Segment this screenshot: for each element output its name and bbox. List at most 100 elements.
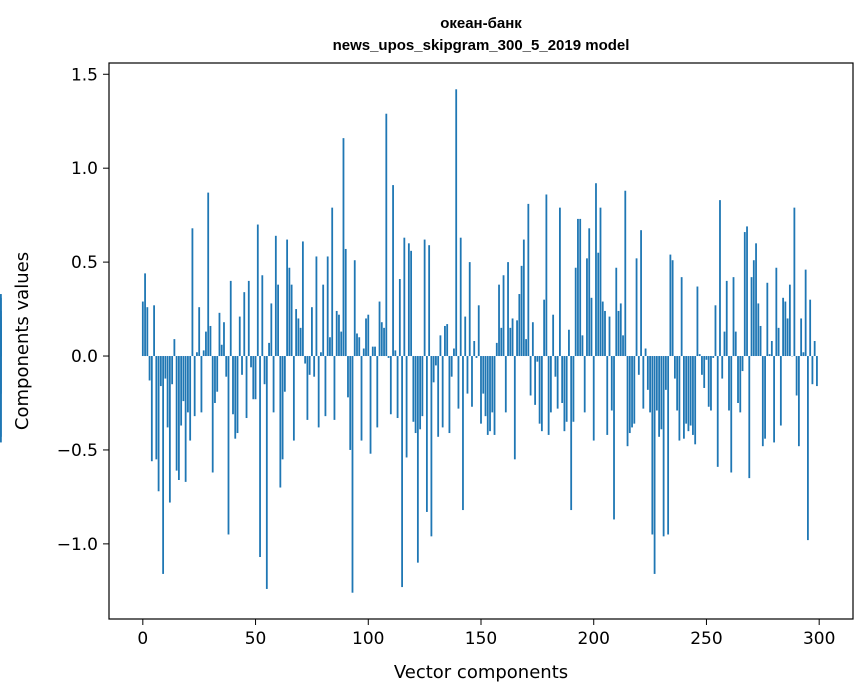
bar	[685, 356, 688, 424]
bar	[177, 356, 180, 480]
bar	[283, 356, 286, 392]
bar	[540, 356, 543, 432]
bar	[347, 356, 349, 398]
x-axis-ticks: 0 50 100 150 200 250 300	[137, 619, 835, 649]
bar	[797, 356, 800, 447]
bar	[392, 185, 394, 357]
bar	[229, 280, 232, 357]
bar	[241, 356, 243, 375]
bar	[223, 322, 225, 357]
bar	[0, 356, 2, 443]
bar	[766, 282, 769, 357]
bar	[777, 327, 780, 357]
bar	[423, 239, 426, 357]
bar	[227, 356, 230, 535]
bar	[225, 356, 228, 377]
bar	[651, 356, 654, 535]
bar	[338, 314, 340, 357]
bar	[322, 284, 325, 357]
x-tick-label: 0	[137, 629, 148, 649]
bar	[459, 237, 462, 357]
bar	[750, 277, 753, 357]
bar	[565, 356, 568, 422]
bar	[383, 327, 385, 357]
bar	[306, 356, 309, 420]
bar	[802, 352, 805, 357]
bar	[601, 301, 604, 357]
bar	[586, 258, 588, 357]
bar	[529, 356, 532, 396]
bar	[419, 356, 422, 430]
bar	[342, 138, 345, 357]
bar	[570, 356, 573, 511]
bar	[209, 325, 212, 357]
bar	[324, 356, 327, 417]
bar	[471, 356, 473, 407]
plot-frame	[108, 62, 854, 620]
bar	[509, 327, 512, 357]
bar	[247, 280, 250, 357]
y-tick-label: −0.5	[57, 441, 98, 461]
bar	[389, 356, 392, 415]
bar	[205, 331, 207, 357]
bar	[150, 356, 153, 462]
bar	[430, 356, 433, 537]
bar	[743, 232, 746, 357]
bar	[191, 228, 194, 357]
bar	[220, 344, 223, 357]
bar	[671, 260, 674, 357]
bar	[268, 342, 270, 357]
bar	[304, 356, 307, 364]
bar	[292, 356, 295, 441]
bar	[0, 356, 2, 394]
bar	[482, 356, 485, 394]
bar	[493, 356, 496, 435]
bar	[450, 356, 453, 377]
bar	[313, 356, 316, 377]
bar	[378, 301, 381, 357]
bar	[387, 356, 390, 358]
bar	[214, 356, 216, 403]
bar	[272, 356, 275, 413]
bar	[457, 356, 460, 409]
bar	[813, 341, 816, 357]
bar	[166, 356, 169, 428]
bar	[775, 267, 778, 357]
bar	[410, 250, 413, 357]
bar	[525, 339, 527, 357]
bar	[559, 207, 561, 357]
bar	[710, 356, 712, 411]
bar	[590, 297, 593, 357]
bar	[274, 235, 277, 357]
bar	[531, 322, 534, 357]
bar	[547, 356, 550, 435]
bar	[723, 331, 726, 357]
x-tick-label: 250	[690, 629, 722, 649]
bar	[626, 356, 629, 447]
bar	[261, 275, 264, 357]
bar	[380, 322, 383, 357]
y-tick-label: 1.5	[71, 65, 98, 85]
bar	[597, 252, 600, 357]
bar	[680, 277, 683, 357]
bar	[768, 354, 771, 357]
bar	[245, 356, 248, 419]
bar	[676, 356, 679, 411]
bar	[369, 356, 372, 454]
bar	[270, 303, 273, 357]
bar	[761, 356, 764, 447]
bar	[256, 224, 259, 357]
bar	[599, 207, 602, 357]
bar	[714, 305, 717, 357]
bar	[748, 356, 751, 479]
bar	[640, 230, 642, 357]
bar	[692, 356, 694, 435]
bar	[655, 356, 658, 411]
bar	[716, 356, 719, 467]
y-axis-label: Components values	[12, 252, 33, 430]
bar	[516, 320, 518, 357]
bar	[202, 350, 205, 357]
bar	[437, 356, 440, 437]
bar	[335, 310, 338, 357]
y-axis-ticks: −1.0 −0.5 0.0 0.5 1.0 1.5	[57, 65, 109, 555]
